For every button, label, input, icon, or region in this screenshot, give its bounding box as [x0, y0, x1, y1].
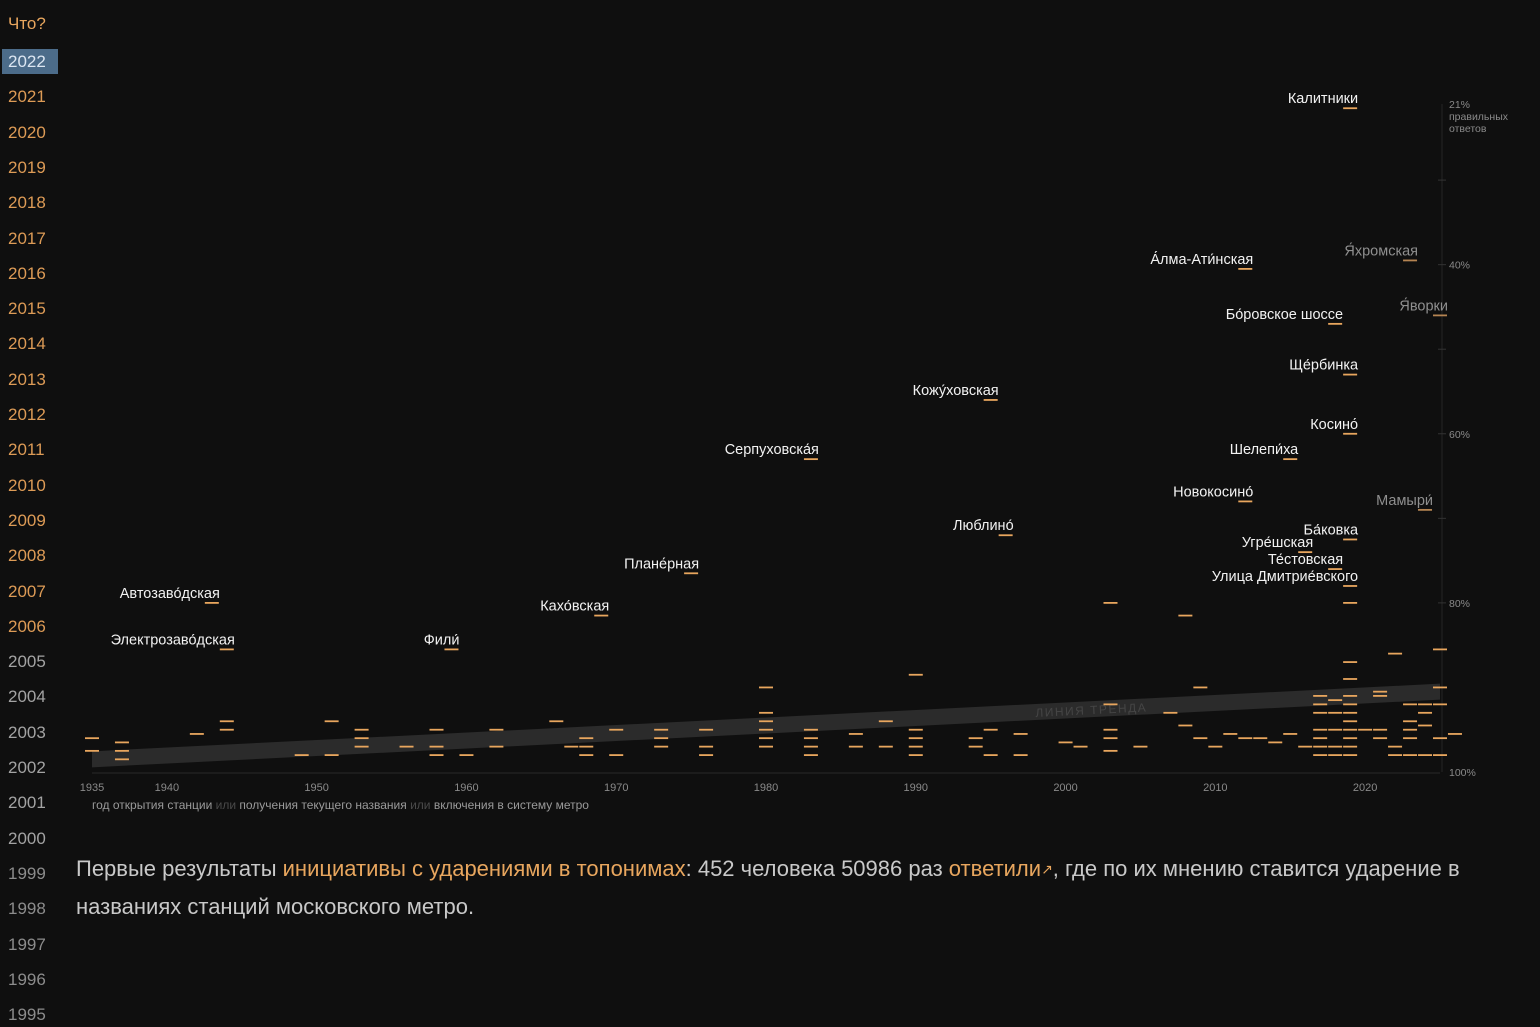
- y-tick-label: 60%: [1449, 429, 1470, 441]
- year-1997[interactable]: 1997: [8, 934, 46, 954]
- year-2010[interactable]: 2010: [8, 475, 46, 495]
- year-2014[interactable]: 2014: [8, 334, 46, 354]
- station-label: Фили́: [424, 632, 460, 648]
- y-tick-label: 100%: [1449, 767, 1476, 779]
- year-2017[interactable]: 2017: [8, 228, 46, 248]
- x-axis-label-part: получения текущего названия: [239, 798, 406, 812]
- year-2013[interactable]: 2013: [8, 369, 46, 389]
- year-2005[interactable]: 2005: [8, 652, 46, 672]
- answered-link[interactable]: ответили: [948, 856, 1042, 881]
- year-2020[interactable]: 2020: [8, 122, 46, 142]
- station-label: Кожу́ховская: [913, 383, 999, 399]
- y-axis-label: ответов: [1449, 123, 1487, 135]
- station-label: Шелепи́ха: [1230, 442, 1299, 458]
- x-axis-label: год открытия станции или получения текущ…: [92, 798, 589, 812]
- x-axis-label-part: включения в систему метро: [434, 798, 589, 812]
- initiative-link[interactable]: инициативы с ударениями в топонимах: [282, 856, 686, 881]
- what-heading: Что?: [8, 14, 46, 33]
- station-label: Улица Дмитрие́вского: [1212, 569, 1358, 585]
- x-tick-label: 2010: [1203, 782, 1227, 794]
- x-axis-label-or: или: [212, 798, 239, 812]
- trend-band: [92, 683, 1440, 768]
- year-2007[interactable]: 2007: [8, 581, 46, 601]
- y-axis-label: 21%: [1449, 99, 1470, 111]
- scatter-chart: ЛИНИЯ ТРЕНДА Калитники Я́хромская А́лма-Ати…: [80, 91, 1509, 812]
- external-link-icon: ↗: [1041, 861, 1053, 877]
- year-2015[interactable]: 2015: [8, 299, 46, 319]
- station-label: Ба́ковка: [1304, 522, 1360, 538]
- station-label: Электрозаво́дская: [111, 632, 235, 648]
- x-tick-label: 2020: [1353, 782, 1377, 794]
- year-2011[interactable]: 2011: [8, 440, 45, 460]
- station-label: Угре́шская: [1242, 535, 1313, 551]
- year-2006[interactable]: 2006: [8, 616, 46, 636]
- year-2018[interactable]: 2018: [8, 193, 46, 213]
- year-1998[interactable]: 1998: [8, 899, 46, 919]
- station-label: Серпуховска́я: [725, 442, 819, 458]
- year-2016[interactable]: 2016: [8, 263, 46, 283]
- x-tick-label: 1980: [754, 782, 778, 794]
- station-label: Косино́: [1310, 417, 1358, 433]
- year-2002[interactable]: 2002: [8, 758, 46, 777]
- x-axis-label-part: год открытия станции: [92, 798, 212, 812]
- year-2009[interactable]: 2009: [8, 510, 46, 530]
- year-2019[interactable]: 2019: [8, 157, 46, 177]
- year-2021[interactable]: 2021: [8, 87, 46, 107]
- x-tick-label: 1950: [304, 782, 328, 794]
- station-label: Плане́рная: [624, 556, 699, 572]
- year-1996[interactable]: 1996: [8, 969, 46, 989]
- y-tick-label: 40%: [1449, 260, 1470, 272]
- station-label: Бо́ровское шоссе: [1226, 307, 1343, 323]
- station-label: Я́хромская: [1344, 242, 1418, 259]
- year-sidebar: Что? 2022 2021 2020 2019 2018 2017 2016 2015 201…: [0, 0, 64, 1024]
- x-tick-label: 1970: [604, 782, 628, 794]
- caption-text-1: Первые результаты: [76, 856, 283, 881]
- x-tick-label: 2000: [1053, 782, 1077, 794]
- year-2001[interactable]: 2001: [8, 793, 46, 813]
- x-axis-label-or: или: [407, 798, 434, 812]
- station-label: А́лма-Ати́нская: [1150, 251, 1253, 268]
- y-axis-label: правильных: [1449, 111, 1509, 123]
- year-2008[interactable]: 2008: [8, 546, 46, 566]
- station-label: Я́ворки: [1399, 297, 1448, 314]
- station-label: Новокосино́: [1173, 484, 1253, 500]
- year-2003[interactable]: 2003: [8, 722, 46, 742]
- station-label: Ще́рбинка: [1289, 358, 1359, 374]
- trend-label: ЛИНИЯ ТРЕНДА: [1035, 700, 1147, 720]
- station-label: Кахо́вская: [540, 599, 609, 615]
- x-tick-label: 1960: [454, 782, 478, 794]
- x-tick-label: 1935: [80, 782, 104, 794]
- station-label: Те́стовская: [1268, 552, 1343, 568]
- year-1995[interactable]: 1995: [8, 1005, 46, 1025]
- station-label: Автозаво́дская: [120, 586, 220, 602]
- year-2000[interactable]: 2000: [8, 828, 46, 848]
- caption: Первые результаты инициативы с ударениям…: [76, 850, 1496, 926]
- station-label: Калитники: [1288, 91, 1358, 107]
- x-tick-label: 1940: [155, 782, 179, 794]
- year-2012[interactable]: 2012: [8, 405, 46, 424]
- year-2004[interactable]: 2004: [8, 687, 46, 707]
- x-tick-label: 1990: [904, 782, 928, 794]
- station-label: Мамыри́: [1376, 493, 1433, 509]
- year-1999[interactable]: 1999: [8, 863, 46, 883]
- station-label: Люблино́: [953, 518, 1014, 534]
- caption-text-2: : 452 человека 50986 раз: [685, 856, 949, 881]
- caption-text-3: , где по их мнению ставится ударение в н…: [76, 856, 1460, 919]
- y-tick-label: 80%: [1449, 598, 1470, 610]
- year-2022[interactable]: 2022: [2, 49, 58, 74]
